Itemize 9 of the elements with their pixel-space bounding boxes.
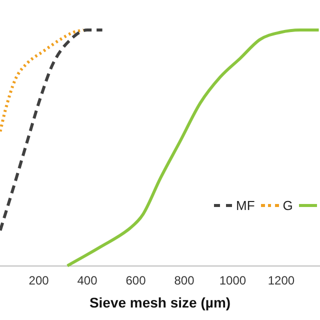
x-tick-label: 200 — [28, 273, 50, 288]
x-tick-label: 800 — [174, 273, 195, 288]
x-tick-label: 600 — [126, 273, 146, 288]
x-tick-label: 1200 — [268, 273, 295, 288]
x-tick-label: 400 — [77, 273, 98, 288]
x-axis-title: Sieve mesh size (µm) — [89, 294, 231, 310]
legend-label: MF — [236, 198, 255, 213]
legend-label: G — [282, 198, 293, 213]
x-tick-label: 1000 — [219, 273, 246, 288]
